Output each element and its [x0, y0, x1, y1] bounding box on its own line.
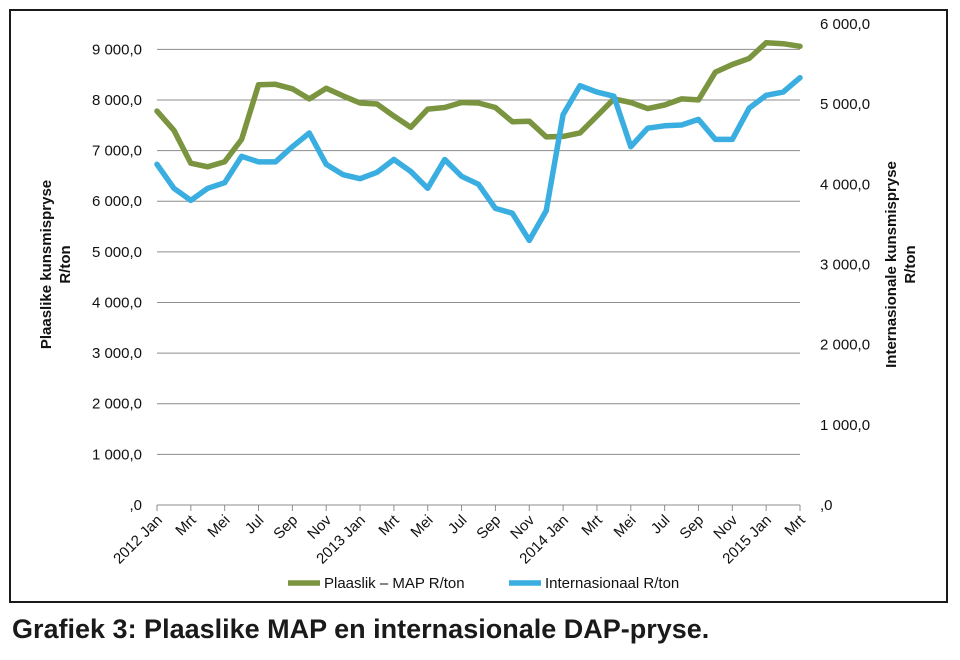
right-tick-label: 1 000,0: [820, 417, 870, 434]
left-tick-label: 9 000,0: [92, 41, 142, 58]
left-axis-title-line1: Plaaslike kunsmispryse: [38, 180, 55, 349]
line-chart: ,0 1 000,0 2 000,0 3 000,0 4 000,0 5 000,0 6 0…: [38, 16, 919, 592]
left-tick-label: 6 000,0: [92, 193, 142, 210]
x-tick-label: Mrt: [578, 511, 606, 539]
x-tick-label: Mrt: [375, 511, 403, 539]
right-tick-label: 4 000,0: [820, 176, 870, 193]
right-axis-ticks: ,0 1 000,0 2 000,0 3 000,0 4 000,0 5 000,0 6 0…: [820, 16, 870, 514]
legend: Plaaslik – MAP R/ton Internasionaal R/ton: [288, 575, 679, 592]
gridlines: [157, 48, 800, 455]
right-tick-label: 5 000,0: [820, 96, 870, 113]
left-tick-label: 1 000,0: [92, 446, 142, 463]
left-tick-label: 4 000,0: [92, 294, 142, 311]
right-axis-title-line2: R/ton: [902, 245, 919, 283]
axis-labels: Plaaslike kunsmispryse R/ton Internasional…: [38, 161, 919, 368]
left-tick-label: 5 000,0: [92, 244, 142, 261]
x-tick-label: Mrt: [172, 511, 200, 539]
x-tick-label: Jul: [648, 512, 674, 538]
x-tick-label: Sep: [676, 512, 707, 543]
left-tick-label: 7 000,0: [92, 143, 142, 160]
x-tick-label: Sep: [473, 512, 504, 543]
left-tick-label: 3 000,0: [92, 345, 142, 362]
x-tick-label: Mei: [204, 512, 233, 541]
series-lines: [154, 39, 803, 244]
chart-frame: ,0 1 000,0 2 000,0 3 000,0 4 000,0 5 000,0 6 0…: [9, 9, 948, 603]
right-axis-title: Internasionale kunsmispryse R/ton: [883, 161, 919, 368]
left-axis-ticks: ,0 1 000,0 2 000,0 3 000,0 4 000,0 5 000,0 6 0…: [92, 41, 142, 514]
x-tick-label: Mei: [407, 512, 436, 541]
right-axis-title-line1: Internasionale kunsmispryse: [883, 161, 900, 368]
left-tick-label: ,0: [129, 497, 142, 514]
figure-caption: Grafiek 3: Plaaslike MAP en internasiona…: [12, 614, 710, 644]
x-tick-label: Jul: [445, 512, 471, 538]
series-line-internasionaal-r-ton: [154, 74, 803, 244]
right-tick-label: 6 000,0: [820, 16, 870, 33]
left-axis-title-line2: R/ton: [57, 245, 74, 283]
right-tick-label: 2 000,0: [820, 337, 870, 354]
left-tick-label: 2 000,0: [92, 396, 142, 413]
left-tick-label: 8 000,0: [92, 92, 142, 109]
x-tick-label: 2012 Jan: [110, 512, 166, 568]
right-tick-label: 3 000,0: [820, 257, 870, 274]
x-tick-label: Mei: [611, 512, 640, 541]
x-tick-label: Sep: [270, 512, 301, 543]
x-tick-label: Jul: [242, 512, 268, 538]
x-tick-label: Mrt: [781, 511, 809, 539]
right-tick-label: ,0: [820, 497, 833, 514]
left-axis-title: Plaaslike kunsmispryse R/ton: [38, 180, 74, 349]
legend-label-plaaslik-map-r-ton: Plaaslik – MAP R/ton: [324, 575, 465, 592]
series-line-plaaslik-map-r-ton: [154, 39, 803, 170]
legend-label-internasionaal-r-ton: Internasionaal R/ton: [545, 575, 679, 592]
